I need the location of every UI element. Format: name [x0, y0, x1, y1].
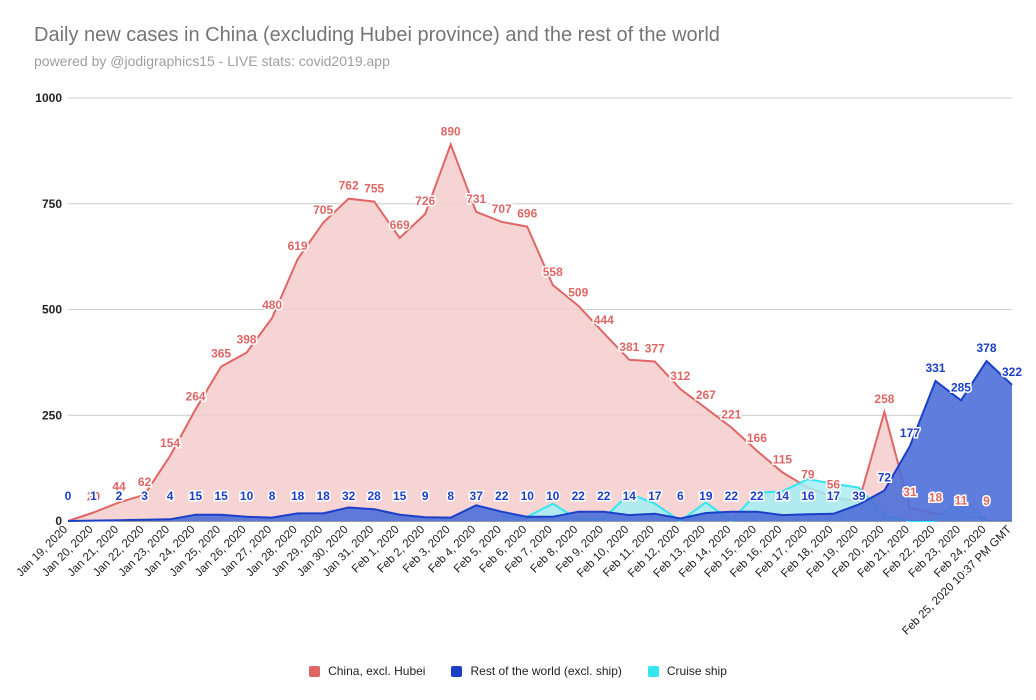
data-label: 14 [776, 489, 790, 503]
data-label: 398 [237, 333, 257, 347]
legend-label-cruise-ship: Cruise ship [666, 664, 727, 678]
legend-swatch-rest-of-world [451, 665, 463, 677]
data-label: 444 [594, 313, 614, 327]
data-label: 221 [721, 408, 741, 422]
data-label: 14 [623, 489, 637, 503]
data-label: 381 [619, 340, 639, 354]
data-label: 79 [801, 468, 815, 482]
legend-item-cruise-ship[interactable]: Cruise ship [647, 664, 727, 678]
data-label: 705 [313, 203, 333, 217]
data-label: 6 [677, 489, 684, 503]
data-label: 22 [725, 489, 739, 503]
y-tick-label: 750 [42, 197, 62, 211]
legend: China, excl. Hubei Rest of the world (ex… [0, 664, 1036, 678]
legend-label-rest-of-world: Rest of the world (excl. ship) [470, 664, 622, 678]
data-label: 890 [441, 125, 461, 139]
data-label: 0 [65, 489, 72, 503]
data-label: 11 [955, 493, 968, 507]
data-label: 258 [874, 392, 894, 406]
data-label: 619 [288, 239, 308, 253]
data-label: 154 [160, 436, 180, 450]
data-label: 8 [447, 489, 454, 503]
data-label: 20 [87, 490, 101, 504]
chart-subtitle: powered by @jodigraphics15 - LIVE stats:… [34, 53, 390, 69]
data-label: 17 [827, 489, 841, 503]
data-label: 731 [466, 192, 486, 206]
y-tick-label: 250 [42, 408, 62, 422]
data-label: 331 [925, 361, 945, 375]
y-tick-label: 1000 [35, 91, 62, 105]
data-label: 22 [495, 489, 509, 503]
data-label: 166 [747, 431, 767, 445]
data-label: 10 [521, 489, 535, 503]
series-area-0 [68, 144, 987, 521]
data-label: 696 [517, 207, 537, 221]
data-label: 15 [189, 489, 203, 503]
data-label: 312 [670, 369, 690, 383]
data-label: 19 [699, 489, 713, 503]
series-area-1 [68, 361, 1012, 521]
data-label: 365 [211, 347, 231, 361]
legend-item-china[interactable]: China, excl. Hubei [309, 664, 425, 678]
data-label: 18 [291, 489, 305, 503]
data-label: 10 [240, 489, 254, 503]
y-tick-label: 500 [42, 303, 62, 317]
data-label: 17 [648, 489, 662, 503]
data-label: 707 [492, 202, 512, 216]
data-label: 16 [801, 489, 815, 503]
data-label: 22 [750, 489, 764, 503]
data-label: 264 [186, 389, 206, 403]
data-label: 9 [422, 489, 429, 503]
legend-swatch-cruise-ship [647, 665, 659, 677]
data-label: 28 [367, 489, 381, 503]
data-label: 2 [116, 489, 123, 503]
data-label: 558 [543, 265, 563, 279]
data-label: 32 [342, 489, 356, 503]
data-label: 8 [269, 489, 276, 503]
data-label: 18 [929, 490, 943, 504]
data-label: 115 [773, 452, 793, 466]
data-label: 62 [138, 475, 152, 489]
data-label: 3 [141, 489, 148, 503]
data-label: 15 [214, 489, 228, 503]
data-label: 762 [339, 179, 359, 193]
data-label: 378 [976, 341, 996, 355]
legend-swatch-china [309, 665, 321, 677]
data-label: 37 [470, 489, 484, 503]
data-label: 285 [951, 380, 971, 394]
data-label: 39 [852, 489, 866, 503]
data-label: 726 [415, 194, 435, 208]
legend-item-rest-of-world[interactable]: Rest of the world (excl. ship) [451, 664, 622, 678]
data-label: 10 [546, 489, 560, 503]
data-label: 377 [645, 342, 665, 356]
data-label: 4 [167, 489, 174, 503]
data-label: 22 [572, 489, 586, 503]
data-label: 267 [696, 388, 716, 402]
y-tick-label: 0 [55, 514, 62, 528]
chart-title: Daily new cases in China (excluding Hube… [34, 24, 720, 46]
data-label: 1 [90, 489, 97, 503]
data-label: 669 [390, 218, 410, 232]
data-label: 22 [597, 489, 611, 503]
data-label: 480 [262, 298, 282, 312]
data-label: 755 [364, 182, 384, 196]
legend-label-china: China, excl. Hubei [328, 664, 426, 678]
data-label: 31 [903, 485, 917, 499]
data-label: 72 [878, 471, 892, 485]
data-label: 15 [393, 489, 407, 503]
data-label: 56 [827, 477, 841, 491]
series-line-1 [67, 359, 1013, 522]
data-label: 322 [1002, 365, 1022, 379]
data-label: 509 [568, 286, 588, 300]
data-label: 9 [983, 494, 990, 508]
data-label: 44 [112, 479, 126, 493]
data-label: 18 [316, 489, 330, 503]
data-label: 177 [900, 426, 920, 440]
